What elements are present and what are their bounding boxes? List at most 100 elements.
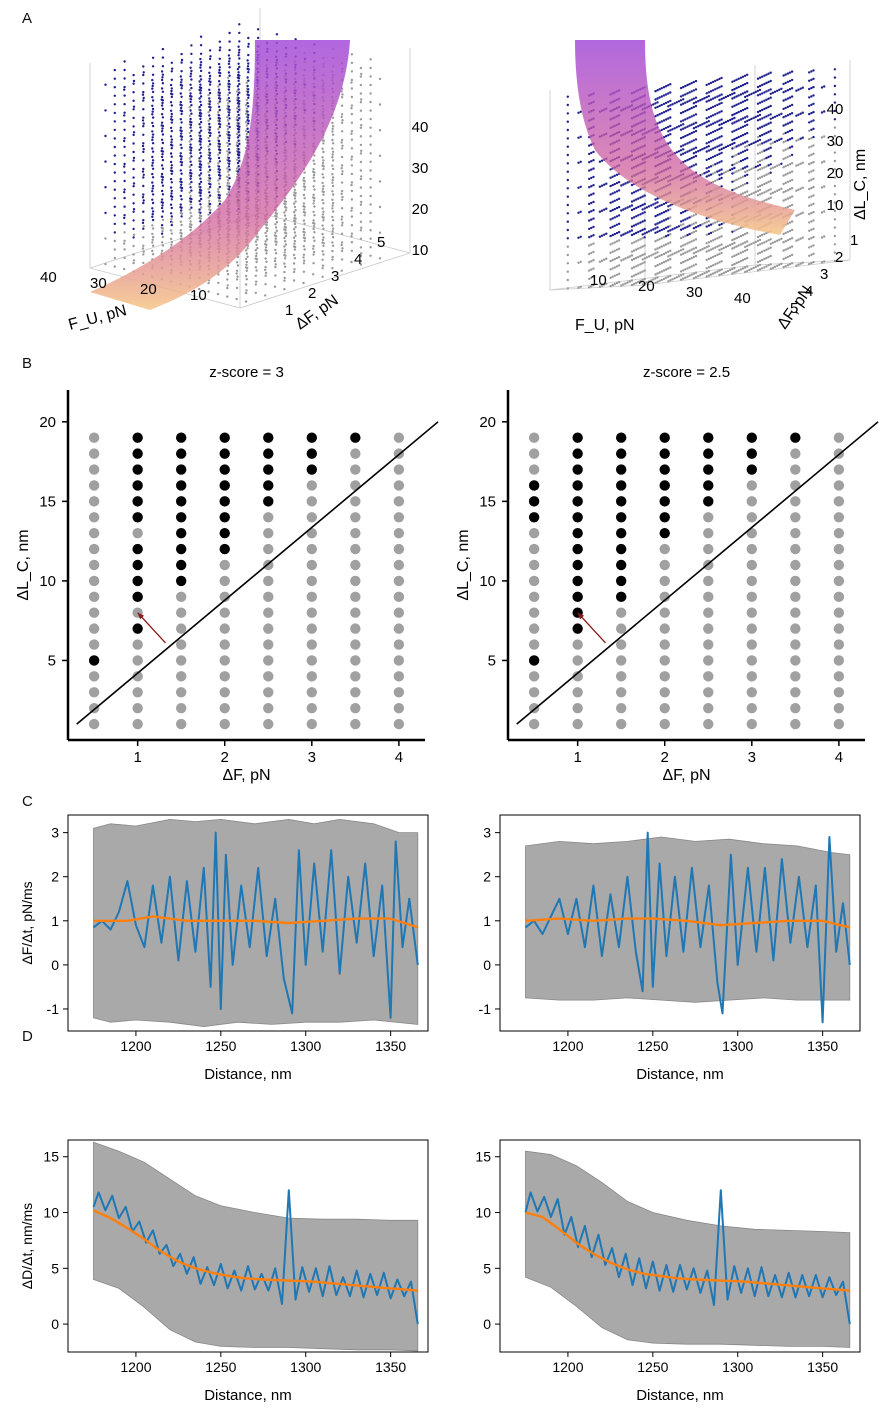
a-point <box>190 206 193 209</box>
a-point <box>645 281 649 284</box>
a-point <box>808 237 811 241</box>
a-point <box>199 66 202 69</box>
a-point <box>669 99 672 103</box>
a-point <box>180 189 183 192</box>
a-point <box>628 230 631 233</box>
b-dot <box>528 559 540 571</box>
a-point <box>790 87 794 90</box>
b-dot <box>219 575 230 587</box>
a-point <box>123 231 126 234</box>
a-point <box>179 194 182 198</box>
a-point <box>699 99 702 102</box>
a-point <box>590 251 593 255</box>
a-point <box>217 85 220 88</box>
a-point <box>635 223 638 226</box>
b-dot <box>132 639 143 650</box>
a-box-floor <box>259 212 411 254</box>
a-point <box>737 119 740 122</box>
b-dot <box>263 512 274 523</box>
a-point <box>151 193 155 196</box>
a-point <box>746 248 749 251</box>
a-point <box>786 247 790 250</box>
a-point <box>359 118 363 121</box>
a-point <box>716 87 719 90</box>
a-point <box>694 246 698 249</box>
a-point <box>677 225 681 228</box>
a-point <box>238 40 241 43</box>
a-point <box>613 241 616 244</box>
a-point <box>283 276 286 280</box>
a-point <box>189 98 193 101</box>
a-point <box>113 111 117 115</box>
a-point <box>132 202 135 205</box>
a-point <box>720 85 723 88</box>
a-point <box>611 183 614 187</box>
a-point <box>303 208 306 211</box>
a-point <box>199 117 202 121</box>
a-point <box>716 262 719 265</box>
a-point <box>237 71 240 74</box>
a-point <box>637 272 640 275</box>
a-point <box>579 160 582 163</box>
a-point <box>161 193 165 196</box>
a-point <box>801 261 804 264</box>
a-point <box>113 145 117 149</box>
b-dot <box>615 623 627 634</box>
a-point <box>720 222 723 226</box>
a-point <box>218 194 221 197</box>
a-point <box>782 91 785 94</box>
a-point <box>340 147 344 150</box>
a-point <box>369 117 372 121</box>
a-point <box>701 148 704 151</box>
x-tick-label: 1300 <box>290 1359 321 1375</box>
a-point <box>763 99 766 102</box>
a-point <box>321 250 324 253</box>
a-point <box>189 152 192 155</box>
a-point <box>714 121 717 124</box>
a-point <box>692 89 695 92</box>
a-point <box>331 142 335 145</box>
a-point <box>763 141 766 144</box>
a-point <box>750 167 753 171</box>
a-point <box>312 253 315 256</box>
a-point <box>707 220 710 223</box>
a-point <box>198 182 201 186</box>
a-point <box>142 261 145 265</box>
b-dot <box>528 687 540 698</box>
a-point <box>720 135 723 138</box>
a-point <box>667 255 670 258</box>
a-point <box>228 83 231 86</box>
a-point <box>716 237 719 240</box>
a-point <box>588 194 591 197</box>
plot-frame <box>499 1139 861 1353</box>
a-point <box>709 148 713 151</box>
a-point <box>169 160 173 164</box>
b-dot <box>833 687 845 698</box>
a-point <box>756 110 760 114</box>
a-point <box>656 264 659 267</box>
b-dot <box>615 496 627 507</box>
a-point <box>151 82 155 85</box>
b-dot <box>88 655 100 666</box>
b-dot <box>746 607 758 618</box>
a-point <box>590 176 593 180</box>
plot-frame <box>67 814 429 1032</box>
a-point <box>746 123 749 127</box>
a-point <box>739 176 743 179</box>
b-title: z-score = 2.5 <box>643 364 730 381</box>
a-point <box>132 236 135 239</box>
a-point <box>265 260 268 263</box>
b-dot <box>528 655 540 666</box>
a-point <box>812 177 815 180</box>
a-point <box>179 118 182 121</box>
a-point <box>628 205 631 208</box>
a-point <box>170 129 173 133</box>
b-dot <box>746 480 758 491</box>
a-point <box>679 153 683 156</box>
a-point <box>132 99 135 103</box>
a-point <box>132 167 135 171</box>
a-point <box>769 192 772 195</box>
a-point <box>170 218 173 221</box>
a-point <box>199 89 202 92</box>
